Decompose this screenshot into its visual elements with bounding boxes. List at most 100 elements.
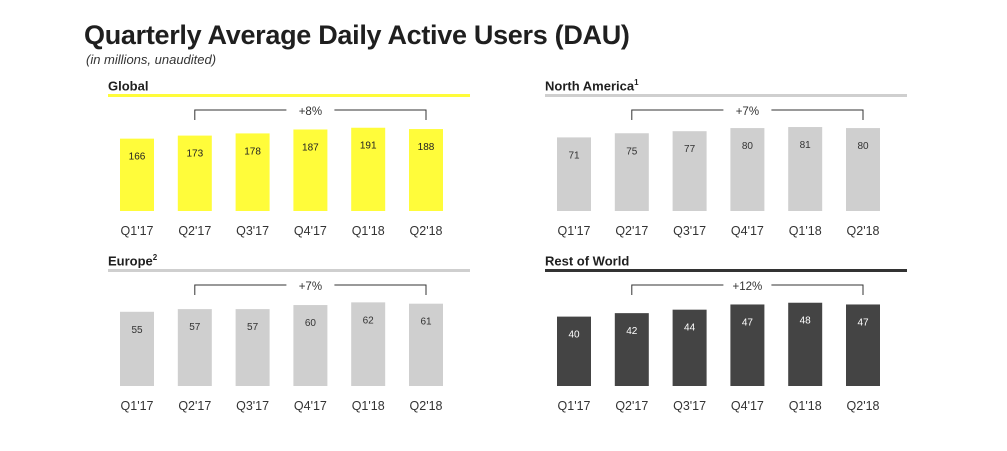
bar-value-label: 62 [363,315,375,326]
bar-value-label: 187 [302,142,319,153]
panel-title-footnote: 2 [152,253,158,262]
x-tick-label: Q2'18 [410,399,443,413]
panel-title: Rest of World [545,253,629,268]
bar-value-label: 75 [626,146,638,157]
bar [846,128,880,211]
bar [177,135,212,211]
bar-value-label: 47 [857,317,869,328]
bar [672,309,707,386]
x-tick-label: Q1'18 [789,399,822,413]
bar-value-label: 81 [800,140,812,151]
x-tick-label: Q4'17 [294,224,327,238]
bar-value-label: 61 [420,317,432,328]
header-rule [108,269,470,272]
bar [614,313,649,386]
header-rule [545,269,907,272]
x-tick-label: Q1'18 [352,224,385,238]
bar [235,133,270,211]
x-tick-label: Q2'17 [615,224,648,238]
chart-panel-rest-of-world: Rest of World 40 Q1'17 42 Q2'17 44 Q3'17 47 Q4'… [545,253,909,431]
bar-value-label: 47 [742,317,754,328]
bar-value-label: 40 [568,330,580,341]
bar [614,133,649,211]
header-rule [545,94,907,97]
panel-title: Europe2 [108,253,157,268]
bar [293,129,328,211]
panel-title: Global [108,78,148,93]
bar-value-label: 57 [247,322,259,333]
x-tick-label: Q2'17 [615,399,648,413]
growth-label: +7% [736,106,759,118]
bar [409,129,443,211]
page-title: Quarterly Average Daily Active Users (DA… [84,20,630,50]
bar-value-label: 60 [305,318,317,329]
bar-value-label: 71 [568,150,580,161]
growth-label: +7% [299,281,322,293]
panel-title: North America1 [545,78,639,93]
bar-value-label: 42 [626,326,638,337]
bar [120,311,154,386]
x-tick-label: Q1'18 [789,224,822,238]
bar-value-label: 44 [684,323,696,334]
chart-panel-europe: Europe2 55 Q1'17 57 Q2'17 57 Q3'17 60 Q4'17 62 Q1… [108,253,472,431]
chart-panel-north-america: North America1 71 Q1'17 75 Q2'17 77 Q3'17 80 Q4… [545,78,909,256]
x-tick-label: Q1'18 [352,399,385,413]
x-tick-label: Q2'18 [847,399,880,413]
bar-value-label: 166 [129,152,146,163]
growth-bracket [631,284,864,295]
growth-label: +12% [733,281,763,293]
bar-chart-global: 166 Q1'17 173 Q2'17 178 Q3'17 187 Q4'17 191 Q1'18… [108,94,470,238]
bar-value-label: 55 [131,325,143,336]
bar [557,316,591,386]
bar [788,302,823,386]
bar [672,131,707,211]
bar [177,309,212,386]
bar [557,137,591,211]
x-tick-label: Q4'17 [731,399,764,413]
panel-title-text: Global [108,78,149,94]
x-tick-label: Q4'17 [731,224,764,238]
x-tick-label: Q2'18 [410,224,443,238]
x-tick-label: Q1'17 [121,399,154,413]
panel-title-text: North America [545,78,635,94]
bar [409,303,443,386]
x-tick-label: Q3'17 [236,224,269,238]
bar-value-label: 178 [244,146,261,157]
growth-bracket [194,109,427,120]
panel-title-text: Europe [108,253,153,269]
bar [730,128,765,211]
x-tick-label: Q2'17 [178,399,211,413]
bar-value-label: 57 [189,322,201,333]
x-tick-label: Q2'18 [847,224,880,238]
x-tick-label: Q2'17 [178,224,211,238]
growth-bracket [631,109,864,120]
bar [120,138,154,211]
bar [293,305,328,386]
bar-value-label: 80 [742,141,754,152]
x-tick-label: Q4'17 [294,399,327,413]
bar-value-label: 48 [800,316,812,327]
x-tick-label: Q1'17 [558,224,591,238]
bar [788,127,823,211]
x-tick-label: Q3'17 [673,224,706,238]
bar [846,304,880,386]
header-rule [108,94,470,97]
panel-title-footnote: 1 [634,78,639,87]
bar-chart-rest-of-world: 40 Q1'17 42 Q2'17 44 Q3'17 47 Q4'17 48 Q1'18 47 Q2'… [545,269,907,413]
panel-title-text: Rest of World [545,253,630,269]
bar-value-label: 77 [684,144,696,155]
x-tick-label: Q3'17 [673,399,706,413]
bar-value-label: 80 [857,141,869,152]
bar-value-label: 188 [418,142,435,153]
x-tick-label: Q3'17 [236,399,269,413]
x-tick-label: Q1'17 [121,224,154,238]
bar [351,127,386,211]
growth-label: +8% [299,106,322,118]
bar [235,309,270,386]
page-subtitle: (in millions, unaudited) [86,52,217,67]
bar [351,302,386,386]
bar-value-label: 191 [360,141,377,152]
growth-bracket [194,284,427,295]
bar [730,304,765,386]
bar-value-label: 173 [186,149,203,160]
